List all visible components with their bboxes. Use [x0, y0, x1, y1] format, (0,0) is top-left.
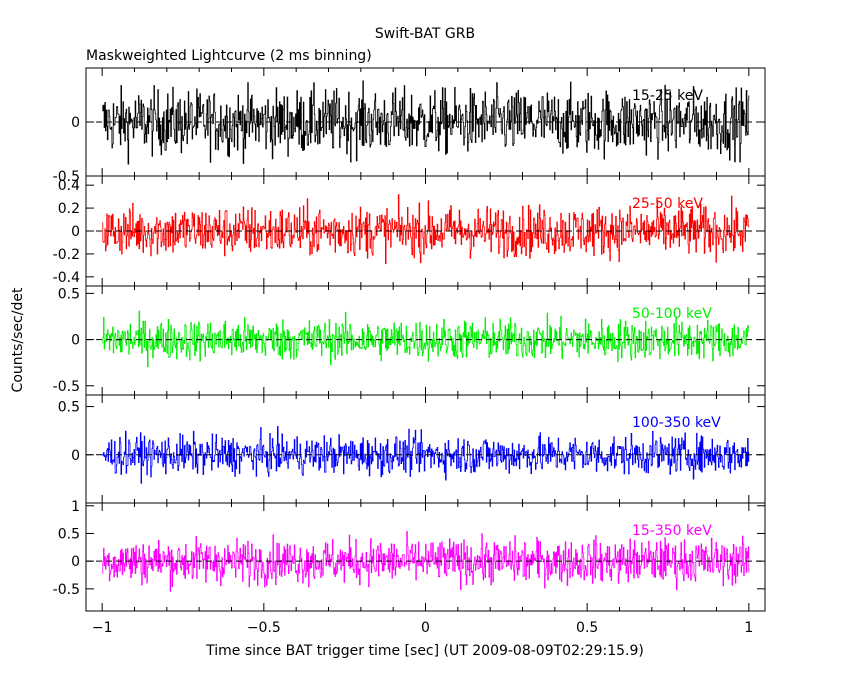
panels-group: 15-25 keV -0.5 0 25-50 keV -0.4 -0.2 0 0.2 0.4 50…: [53, 67, 766, 636]
band-label: 15-25 keV: [632, 88, 703, 104]
y-tick-label: 0: [71, 554, 80, 570]
x-axis-label: Time since BAT trigger time [sec] (UT 20…: [205, 643, 644, 659]
y-tick-label: 0: [71, 333, 80, 349]
lightcurve-series: [102, 310, 750, 368]
y-tick-label: 0: [71, 448, 80, 464]
y-tick-label: 0: [71, 224, 80, 240]
band-label: 50-100 keV: [632, 306, 712, 322]
y-tick-label: -0.5: [53, 169, 80, 185]
y-tick-label: 0.4: [58, 178, 80, 194]
x-tick-label: −1: [92, 620, 113, 636]
y-tick-label: -0.5: [53, 379, 80, 395]
x-tick-label: 1: [744, 620, 753, 636]
band-label: 100-350 keV: [632, 415, 721, 431]
y-tick-label: 0.5: [58, 400, 80, 416]
y-tick-label: 1: [71, 499, 80, 515]
y-tick-label: -0.4: [53, 270, 80, 286]
x-tick-label: −0.5: [247, 620, 281, 636]
lightcurve-series: [102, 80, 750, 165]
y-tick-label: 0.5: [58, 286, 80, 302]
y-tick-label: -0.2: [53, 247, 80, 263]
y-axis-label: Counts/sec/det: [10, 287, 26, 392]
lightcurve-series: [102, 194, 750, 265]
band-label: 15-350 keV: [632, 523, 712, 539]
y-tick-label: 0.5: [58, 526, 80, 542]
y-tick-label: -0.5: [53, 582, 80, 598]
y-tick-label: 0: [71, 115, 80, 131]
y-tick-label: 0.2: [58, 201, 80, 217]
x-tick-label: 0: [421, 620, 430, 636]
band-label: 25-50 keV: [632, 196, 703, 212]
chart-subtitle: Maskweighted Lightcurve (2 ms binning): [86, 48, 372, 64]
chart-title: Swift-BAT GRB: [375, 26, 475, 42]
x-tick-label: 0.5: [576, 620, 598, 636]
